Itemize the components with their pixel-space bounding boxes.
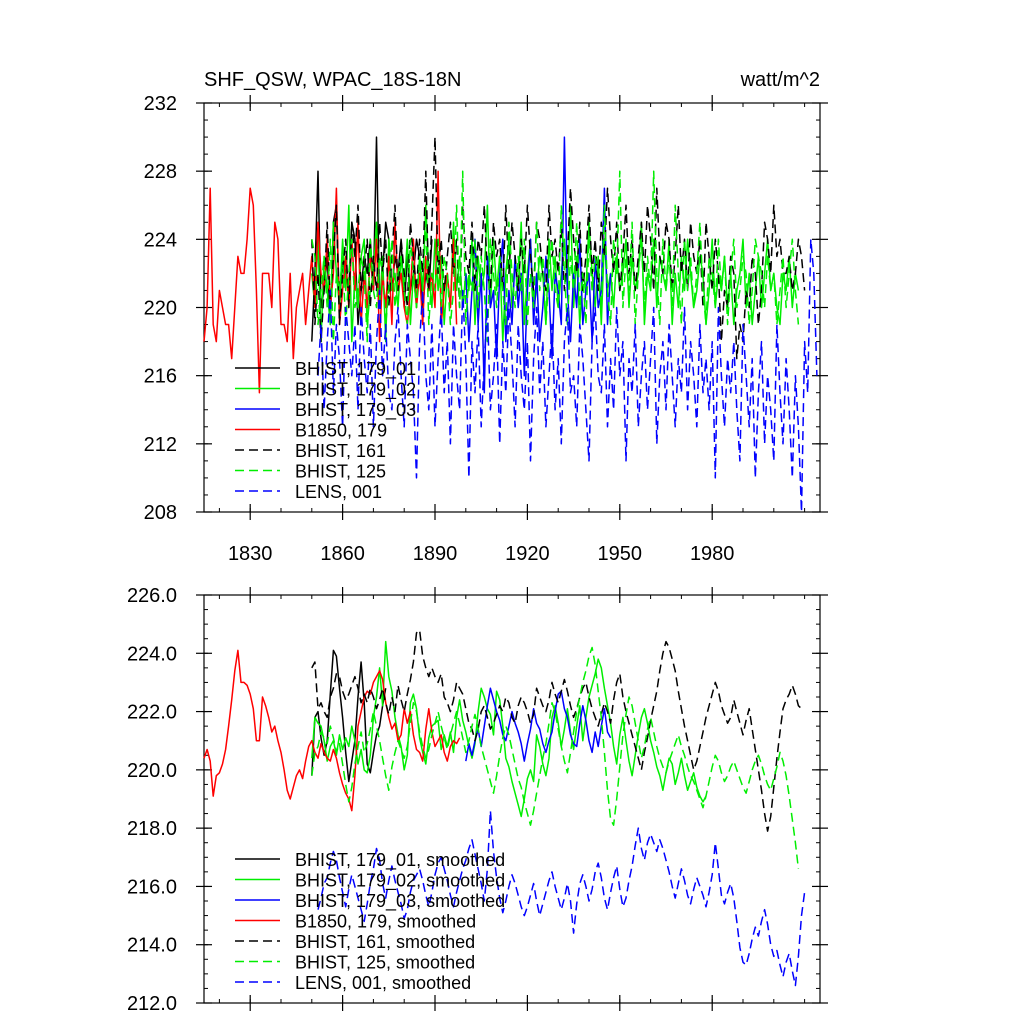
y-tick-label: 212.0 [127,993,177,1015]
top-panel-units: watt/m^2 [740,69,820,91]
legend-label: BHIST, 179_02 [295,380,416,401]
legend-label: LENS, 001 [295,482,382,502]
y-tick-label: 222.0 [127,702,177,724]
x-tick-label: 1830 [228,543,273,565]
y-tick-label: 226.0 [127,585,177,607]
y-tick-label: 216.0 [127,876,177,898]
y-tick-label: 214.0 [127,935,177,957]
x-tick-label: 1950 [598,543,643,565]
legend-label: BHIST, 179_01, smoothed [295,850,505,871]
legend-label: B1850, 179 [295,421,387,441]
legend-label: BHIST, 125, smoothed [295,953,475,973]
y-tick-label: 220.0 [127,760,177,782]
legend-label: LENS, 001, smoothed [295,973,471,993]
x-tick-label: 1980 [690,543,735,565]
legend-label: B1850, 179, smoothed [295,912,476,932]
legend-label: BHIST, 179_03, smoothed [295,891,505,912]
legend-label: BHIST, 125 [295,462,386,482]
series-line [311,649,387,783]
y-tick-label: 208 [144,502,177,524]
y-tick-label: 224 [144,229,177,251]
y-tick-label: 228 [144,161,177,183]
y-tick-label: 212 [144,434,177,456]
series-line [317,238,818,513]
series-line [311,646,800,869]
series-line [465,687,612,762]
legend-label: BHIST, 161 [295,441,386,461]
legend-label: BHIST, 179_01 [295,359,416,380]
legend-label: BHIST, 179_02, smoothed [295,871,505,892]
series-line [317,809,806,987]
x-tick-label: 1890 [413,543,458,565]
y-tick-label: 224.0 [127,643,177,665]
y-tick-label: 232 [144,93,177,115]
legend-label: BHIST, 161, smoothed [295,932,475,952]
bottom-panel: 212.0 214.0 216.0 218.0 220.0 222.0 224.0 226.0… [127,585,828,1015]
top-panel-title: SHF_QSW, WPAC_18S-18N [204,69,461,91]
y-tick-label: 220 [144,298,177,320]
legend-label: BHIST, 179_03 [295,400,416,421]
series-line [203,649,461,812]
series-line [311,170,800,343]
series-line [311,640,707,818]
y-tick-label: 216 [144,366,177,388]
x-tick-label: 1920 [505,543,550,565]
y-tick-label: 218.0 [127,818,177,840]
top-panel: SHF_QSW, WPAC_18S-18N watt/m^2 208 212 216… [144,69,828,565]
series-line [311,629,803,832]
series-line [465,136,612,394]
x-tick-label: 1860 [320,543,365,565]
